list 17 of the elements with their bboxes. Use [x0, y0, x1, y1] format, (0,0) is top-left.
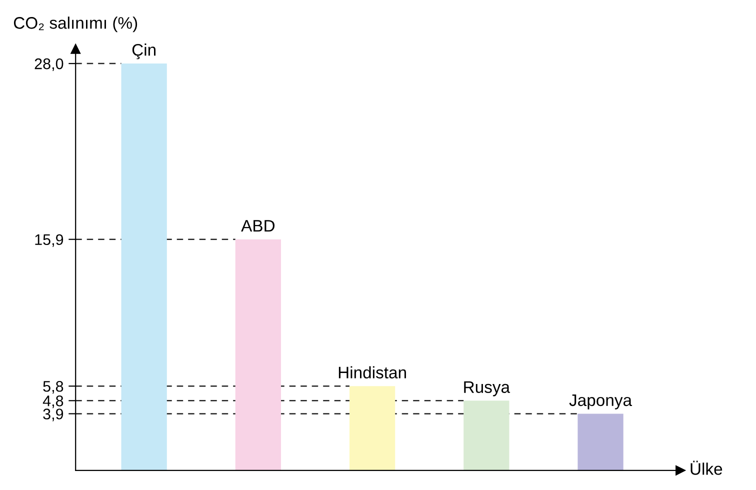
y-tick-label: 5,8	[43, 380, 64, 394]
x-tick-label: Hindistan	[338, 366, 406, 378]
y-axis-title: CO₂ salınımı (%)	[14, 16, 138, 32]
bar	[121, 64, 167, 470]
y-tick-label: 28,0	[34, 58, 64, 72]
x-tick-label: Çin	[132, 44, 156, 60]
y-tick-label: 4,8	[42, 396, 64, 408]
bar	[578, 414, 624, 470]
bar	[349, 386, 396, 470]
bar	[235, 239, 282, 470]
x-axis-title: Ülke	[690, 460, 722, 475]
x-tick-label: Rusya	[464, 381, 510, 396]
x-tick-label: ABD	[241, 220, 275, 232]
y-tick-label: 15,9	[35, 234, 64, 247]
x-tick-label: Japonya	[569, 394, 632, 410]
bar	[464, 400, 510, 470]
y-tick-label: 3,9	[43, 408, 64, 422]
